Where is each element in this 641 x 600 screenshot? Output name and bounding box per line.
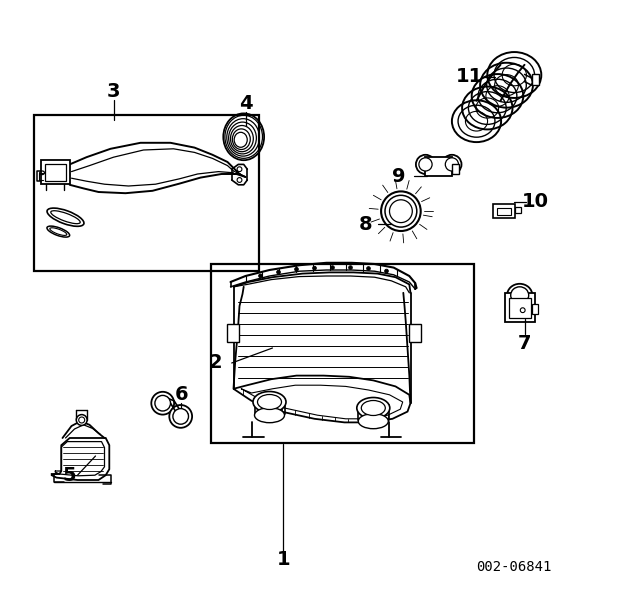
Ellipse shape (358, 414, 388, 428)
Ellipse shape (258, 395, 281, 409)
Ellipse shape (419, 158, 432, 171)
Circle shape (277, 271, 280, 274)
Text: 5: 5 (63, 466, 76, 485)
Ellipse shape (51, 211, 80, 224)
Ellipse shape (390, 200, 412, 223)
Text: 4: 4 (238, 94, 253, 113)
Text: 1: 1 (276, 550, 290, 569)
Bar (531, 304, 538, 314)
Bar (41, 160, 70, 184)
Ellipse shape (511, 287, 529, 304)
Ellipse shape (253, 391, 286, 413)
Text: 10: 10 (522, 192, 549, 211)
Text: 8: 8 (359, 215, 372, 234)
Circle shape (367, 266, 370, 270)
Bar (227, 324, 239, 342)
Text: 002-06841: 002-06841 (476, 560, 551, 574)
Ellipse shape (416, 155, 435, 174)
Text: 2: 2 (209, 353, 222, 373)
Circle shape (259, 274, 262, 278)
Text: 9: 9 (392, 167, 405, 186)
Bar (426, 157, 452, 176)
Ellipse shape (173, 409, 188, 424)
Ellipse shape (357, 397, 390, 419)
Text: 7: 7 (518, 334, 531, 353)
Ellipse shape (254, 408, 285, 422)
Text: 11: 11 (456, 67, 483, 86)
Ellipse shape (155, 395, 171, 411)
Bar (410, 324, 421, 342)
Bar (494, 204, 515, 218)
Circle shape (349, 266, 353, 269)
Bar (212, 264, 474, 443)
Text: 6: 6 (174, 385, 188, 404)
Bar (34, 115, 260, 271)
Circle shape (295, 268, 298, 271)
Bar (497, 208, 512, 215)
Bar (509, 298, 531, 318)
Bar (531, 74, 539, 85)
Ellipse shape (442, 155, 462, 174)
Bar (44, 164, 65, 181)
Ellipse shape (76, 415, 87, 425)
Circle shape (313, 266, 316, 270)
Ellipse shape (151, 392, 174, 415)
Text: 3: 3 (107, 82, 121, 101)
Ellipse shape (47, 226, 70, 237)
Bar (515, 207, 521, 213)
Circle shape (385, 269, 388, 273)
Ellipse shape (79, 417, 85, 423)
Ellipse shape (445, 158, 458, 171)
Bar (452, 164, 459, 174)
Ellipse shape (385, 196, 417, 227)
Polygon shape (52, 438, 110, 480)
Ellipse shape (169, 405, 192, 428)
Polygon shape (233, 376, 410, 422)
Ellipse shape (507, 284, 532, 307)
Ellipse shape (381, 191, 420, 231)
Ellipse shape (362, 401, 385, 415)
Bar (504, 293, 535, 322)
Circle shape (331, 266, 335, 269)
Circle shape (520, 308, 525, 313)
Ellipse shape (47, 208, 84, 226)
Ellipse shape (50, 228, 67, 235)
